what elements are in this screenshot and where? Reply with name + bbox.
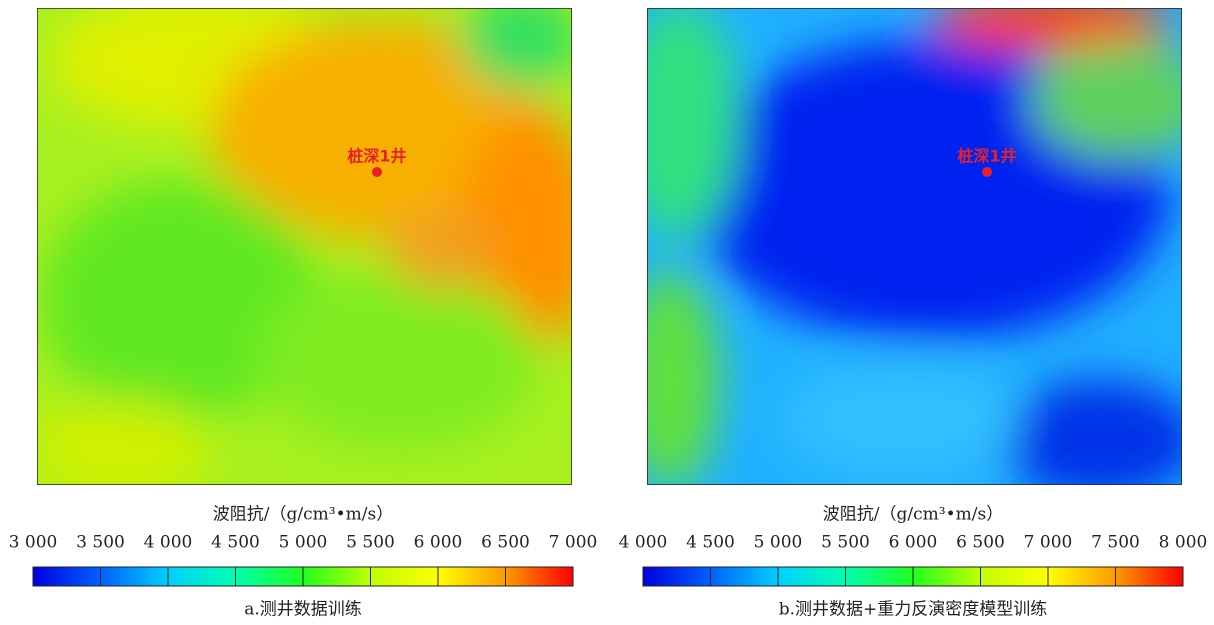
well-label: 桩深1井 bbox=[347, 147, 406, 166]
well-marker bbox=[372, 167, 382, 177]
colorbar-tick-label: 4 500 bbox=[686, 533, 735, 553]
map-a bbox=[37, 8, 572, 485]
colorbar-tick-label: 4 500 bbox=[211, 533, 260, 553]
colorbar-tick-label: 5 500 bbox=[346, 533, 395, 553]
colorbar-tick-label: 3 500 bbox=[76, 533, 125, 553]
colorbar-tick-label: 6 500 bbox=[956, 533, 1005, 553]
colorbar-tick-label: 5 500 bbox=[821, 533, 870, 553]
colorbar-tick-label: 7 000 bbox=[1024, 533, 1073, 553]
colorbar-tick-label: 4 000 bbox=[144, 533, 193, 553]
colorbar-tick-label: 3 000 bbox=[9, 533, 58, 553]
colorbar-tick-label: 8 000 bbox=[1159, 533, 1208, 553]
colorbar-label: 波阻抗/（g/cm³•m/s） bbox=[213, 505, 393, 525]
colorbar-tick-label: 7 500 bbox=[1091, 533, 1140, 553]
colorbar-tick-label: 6 000 bbox=[414, 533, 463, 553]
colorbar-tick-label: 5 000 bbox=[279, 533, 328, 553]
colorbar-tick-label: 6 500 bbox=[481, 533, 530, 553]
colorbar-tick-label: 7 000 bbox=[549, 533, 598, 553]
colorbar-tick-label: 6 000 bbox=[889, 533, 938, 553]
map-b bbox=[647, 8, 1182, 485]
caption: a.测井数据训练 bbox=[244, 600, 362, 620]
colorbar-tick-label: 5 000 bbox=[754, 533, 803, 553]
colorbar-tick-label: 4 000 bbox=[619, 533, 668, 553]
well-marker bbox=[982, 167, 992, 177]
caption: b.测井数据+重力反演密度模型训练 bbox=[779, 600, 1048, 620]
colorbar-label: 波阻抗/（g/cm³•m/s） bbox=[823, 505, 1003, 525]
well-label: 桩深1井 bbox=[957, 147, 1016, 166]
